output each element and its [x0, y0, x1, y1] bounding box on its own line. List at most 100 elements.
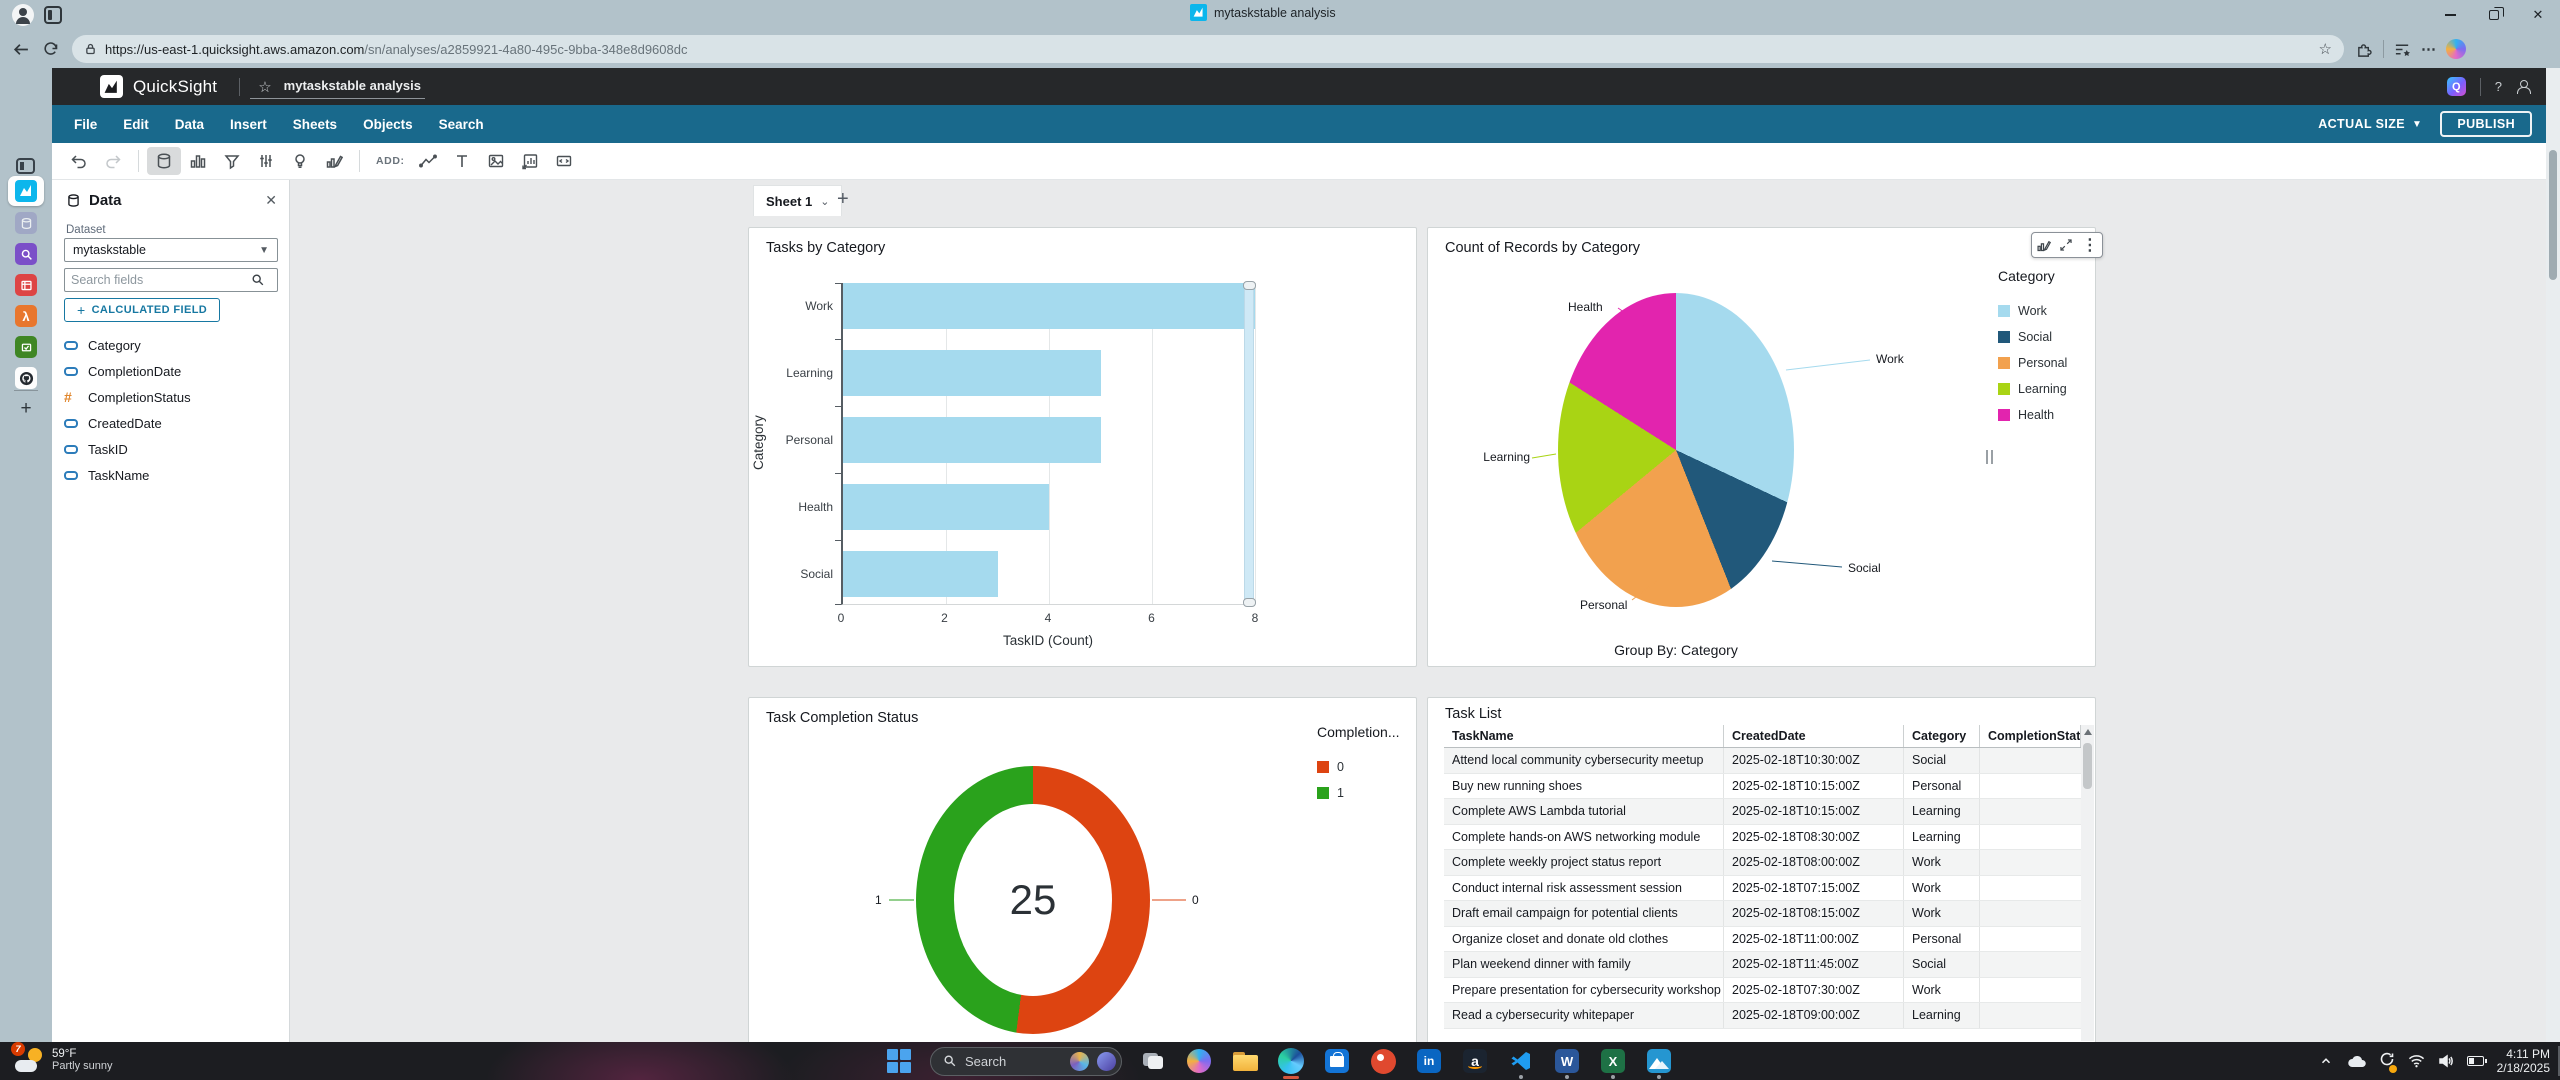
tab-database-icon[interactable] — [15, 212, 37, 234]
format-visual-icon[interactable] — [317, 147, 351, 175]
hidden-icons-chevron[interactable] — [2319, 1054, 2333, 1068]
bar-personal[interactable] — [843, 417, 1101, 463]
redo-icon[interactable] — [96, 147, 130, 175]
menu-item-sheets[interactable]: Sheets — [292, 116, 338, 132]
table-row[interactable]: Complete weekly project status report 202… — [1444, 850, 2081, 876]
linkedin-icon[interactable]: in — [1414, 1046, 1444, 1076]
table-row[interactable]: Organize closet and donate old clothes 20… — [1444, 926, 2081, 952]
table-row[interactable]: Conduct internal risk assessment session… — [1444, 875, 2081, 901]
vscode-icon[interactable] — [1506, 1046, 1536, 1079]
excel-icon[interactable]: X — [1598, 1046, 1628, 1079]
add-visual-icon[interactable] — [411, 147, 445, 175]
insert-visual-icon[interactable] — [513, 147, 547, 175]
analysis-title[interactable]: mytaskstable analysis — [283, 78, 421, 93]
weather-widget[interactable]: 7 59°F Partly sunny — [11, 1042, 113, 1075]
column-header-category[interactable]: Category — [1904, 725, 1980, 747]
legend-item-health[interactable]: Health — [1998, 402, 2067, 428]
sheet-tab[interactable]: Sheet 1 ⌄ — [753, 185, 843, 216]
battery-icon[interactable] — [2466, 1056, 2487, 1066]
legend-item-0[interactable]: 0 — [1317, 754, 1399, 780]
add-text-icon[interactable] — [445, 147, 479, 175]
volume-icon[interactable] — [2438, 1054, 2454, 1068]
bar-learning[interactable] — [843, 350, 1101, 396]
tab-athena-icon[interactable] — [15, 243, 37, 265]
start-button[interactable] — [884, 1046, 914, 1076]
menu-options-icon[interactable]: ⋮ — [2081, 237, 2098, 254]
field-search[interactable] — [64, 268, 278, 292]
table-row[interactable]: Read a cybersecurity whitepaper 2025-02-1… — [1444, 1003, 2081, 1029]
table-row[interactable]: Complete AWS Lambda tutorial 2025-02-18T1… — [1444, 799, 2081, 825]
table-row[interactable]: Prepare presentation for cybersecurity w… — [1444, 977, 2081, 1003]
field-taskid[interactable]: TaskID — [64, 436, 283, 462]
menu-item-objects[interactable]: Objects — [363, 116, 413, 132]
table-row[interactable]: Attend local community cybersecurity mee… — [1444, 748, 2081, 774]
favorites-icon[interactable] — [2394, 41, 2411, 58]
close-button[interactable]: ✕ — [2532, 7, 2544, 22]
scroll-handle-top[interactable] — [1243, 281, 1256, 290]
visual-task-list[interactable]: Task List TaskName CreatedDate Category Com… — [1427, 697, 2096, 1042]
table-row[interactable]: Complete hands-on AWS networking module 2… — [1444, 824, 2081, 850]
photos-icon[interactable] — [1644, 1046, 1674, 1079]
filter-icon[interactable] — [215, 147, 249, 175]
data-panel-toggle-icon[interactable] — [147, 147, 181, 175]
column-header-completionstatus[interactable]: CompletionStatus — [1980, 725, 2081, 747]
bar-social[interactable] — [843, 551, 998, 597]
calculated-field-button[interactable]: + CALCULATED FIELD — [64, 298, 221, 322]
parameters-icon[interactable] — [249, 147, 283, 175]
sync-update-icon[interactable] — [2379, 1051, 2397, 1073]
bookmark-star-icon[interactable]: ☆ — [2318, 41, 2332, 58]
field-completionstatus[interactable]: # CompletionStatus — [64, 384, 283, 410]
bar-health[interactable] — [843, 484, 1049, 530]
table-row[interactable]: Buy new running shoes 2025-02-18T10:15:00… — [1444, 773, 2081, 799]
tab-lambda-icon[interactable]: λ — [15, 305, 37, 327]
show-desktop-button[interactable] — [2558, 1046, 2560, 1076]
field-createddate[interactable]: CreatedDate — [64, 410, 283, 436]
menu-item-file[interactable]: File — [74, 116, 98, 132]
new-tab-icon[interactable]: + — [20, 398, 32, 419]
field-search-input[interactable] — [71, 273, 251, 287]
edit-visual-icon[interactable] — [2036, 238, 2052, 253]
table-scrollbar[interactable] — [2081, 725, 2094, 1041]
add-sheet-icon[interactable]: + — [837, 188, 849, 210]
menu-item-insert[interactable]: Insert — [230, 116, 267, 132]
scroll-up-icon[interactable] — [2084, 729, 2092, 735]
legend-resize-handle[interactable] — [1986, 450, 1993, 464]
visual-count-by-category[interactable]: Count of Records by Category ⋮ — [1427, 227, 2103, 667]
field-category[interactable]: Category — [64, 332, 283, 358]
quicksight-brand[interactable]: QuickSight — [133, 76, 218, 96]
amazon-icon[interactable]: a — [1460, 1046, 1490, 1076]
column-header-taskname[interactable]: TaskName — [1444, 725, 1724, 747]
file-explorer-icon[interactable] — [1230, 1046, 1260, 1076]
wifi-icon[interactable] — [2408, 1054, 2425, 1068]
pie-chart[interactable] — [1558, 293, 1794, 607]
visuals-panel-icon[interactable] — [181, 147, 215, 175]
menu-item-data[interactable]: Data — [174, 116, 205, 132]
vertical-tabs-icon[interactable] — [16, 158, 35, 174]
tab-green-service-icon[interactable] — [15, 336, 37, 358]
taskbar-clock[interactable]: 4:11 PM 2/18/2025 — [2497, 1047, 2550, 1075]
insights-icon[interactable] — [283, 147, 317, 175]
legend-item-1[interactable]: 1 — [1317, 780, 1399, 806]
scroll-thumb[interactable] — [2083, 743, 2092, 789]
browser-profile-icon[interactable] — [12, 4, 34, 26]
microsoft-store-icon[interactable] — [1322, 1046, 1352, 1076]
edge-icon[interactable] — [1276, 1046, 1306, 1079]
refresh-icon[interactable] — [36, 34, 66, 64]
legend-item-learning[interactable]: Learning — [1998, 376, 2067, 402]
page-scrollbar[interactable] — [2546, 68, 2560, 1042]
visual-tasks-by-category[interactable]: Tasks by Category Category Work Learning P… — [748, 227, 1417, 667]
task-view-button[interactable] — [1138, 1046, 1168, 1076]
close-panel-icon[interactable]: ✕ — [265, 192, 277, 208]
quicksight-logo[interactable] — [100, 75, 123, 98]
expand-icon[interactable] — [2059, 238, 2073, 252]
table-row[interactable]: Plan weekend dinner with family 2025-02-1… — [1444, 952, 2081, 978]
legend-item-personal[interactable]: Personal — [1998, 350, 2067, 376]
publish-button[interactable]: PUBLISH — [2440, 111, 2532, 137]
embed-icon[interactable] — [547, 147, 581, 175]
actual-size-dropdown[interactable]: ACTUAL SIZE ▼ — [2318, 117, 2423, 131]
extensions-icon[interactable] — [2356, 41, 2373, 58]
bar-work[interactable] — [843, 283, 1255, 329]
restore-button[interactable] — [2472, 0, 2516, 30]
table-row[interactable]: Draft email campaign for potential clien… — [1444, 901, 2081, 927]
copilot-icon[interactable] — [2446, 39, 2466, 59]
